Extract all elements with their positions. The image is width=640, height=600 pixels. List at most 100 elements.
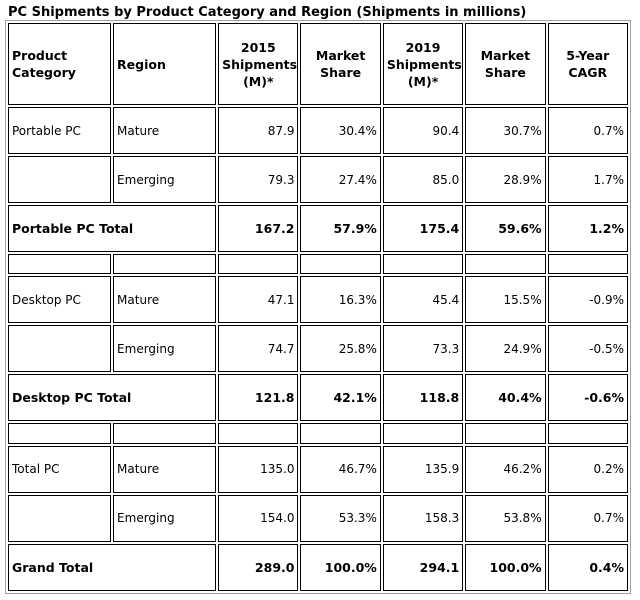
cell-2015-shipments: 87.9 bbox=[218, 107, 299, 154]
cell-2019-shipments: 158.3 bbox=[382, 494, 464, 542]
total-row: Portable PC Total 167.2 57.9% 175.4 59.6% 1.2… bbox=[8, 205, 628, 252]
header-line: Shipments bbox=[222, 56, 298, 72]
header-line: Product bbox=[12, 48, 68, 63]
cell-2019-market-share: 59.6% bbox=[465, 205, 546, 252]
cell-2015-shipments: 74.7 bbox=[218, 325, 299, 373]
cell-2019-shipments: 85.0 bbox=[382, 156, 464, 203]
table-row: Portable PC Mature 87.9 30.4% 90.4 30.7% 0.7% bbox=[8, 107, 628, 154]
spacer-cell bbox=[300, 423, 381, 444]
cell-region: Emerging bbox=[113, 325, 217, 373]
cell-5-year-cagr: 0.4% bbox=[547, 543, 628, 591]
header-2015-shipments: 2015 Shipments (M)* bbox=[218, 23, 299, 105]
spacer-cell bbox=[465, 423, 546, 444]
cell-2015-shipments: 47.1 bbox=[218, 276, 299, 324]
header-line: (M)* bbox=[243, 73, 274, 89]
header-2019-market-share: Market Share bbox=[465, 23, 546, 105]
spacer-cell bbox=[218, 254, 299, 275]
cell-product-category bbox=[8, 325, 112, 373]
table-row: Total PC Mature 135.0 46.7% 135.9 46.2% 0.2% bbox=[8, 445, 628, 493]
cell-2019-shipments: 135.9 bbox=[382, 445, 464, 493]
header-line: 2019 bbox=[405, 39, 441, 55]
cell-5-year-cagr: 0.2% bbox=[547, 445, 628, 493]
table-row: Desktop PC Mature 47.1 16.3% 45.4 15.5% -0.9% bbox=[8, 276, 628, 324]
total-label-cell: Desktop PC Total bbox=[8, 374, 217, 422]
cell-2019-market-share: 46.2% bbox=[465, 445, 546, 493]
header-line: Category bbox=[12, 65, 76, 80]
cell-region: Mature bbox=[113, 107, 217, 154]
header-line: (M)* bbox=[407, 73, 439, 89]
cell-2015-market-share: 30.4% bbox=[300, 107, 381, 154]
header-line: Shipments bbox=[386, 56, 462, 72]
spacer-cell bbox=[382, 254, 464, 275]
header-line: Market bbox=[480, 48, 531, 63]
cell-2019-market-share: 24.9% bbox=[465, 325, 546, 373]
cell-2019-market-share: 53.8% bbox=[465, 494, 546, 542]
cell-5-year-cagr: -0.6% bbox=[547, 374, 628, 422]
header-line: Share bbox=[320, 65, 362, 80]
cell-5-year-cagr: 1.7% bbox=[547, 156, 628, 203]
header-line: Region bbox=[117, 56, 166, 72]
cell-region: Mature bbox=[113, 276, 217, 324]
cell-2015-shipments: 167.2 bbox=[218, 205, 299, 252]
spacer-cell bbox=[547, 254, 628, 275]
cell-5-year-cagr: -0.5% bbox=[547, 325, 628, 373]
header-line: Market bbox=[315, 48, 366, 63]
cell-2015-market-share: 100.0% bbox=[300, 543, 381, 591]
cell-2015-shipments: 154.0 bbox=[218, 494, 299, 542]
total-label-cell: Portable PC Total bbox=[8, 205, 217, 252]
cell-2019-market-share: 30.7% bbox=[465, 107, 546, 154]
cell-2019-shipments: 118.8 bbox=[382, 374, 464, 422]
table-row: Emerging 74.7 25.8% 73.3 24.9% -0.5% bbox=[8, 325, 628, 373]
cell-5-year-cagr: -0.9% bbox=[547, 276, 628, 324]
spacer-cell bbox=[218, 423, 299, 444]
header-line: CAGR bbox=[568, 65, 608, 80]
total-row: Desktop PC Total 121.8 42.1% 118.8 40.4% -0.6… bbox=[8, 374, 628, 422]
cell-product-category: Total PC bbox=[8, 445, 112, 493]
total-row: Grand Total 289.0 100.0% 294.1 100.0% 0.4% bbox=[8, 543, 628, 591]
cell-product-category: Portable PC bbox=[8, 107, 112, 154]
cell-region: Emerging bbox=[113, 494, 217, 542]
cell-2015-shipments: 135.0 bbox=[218, 445, 299, 493]
shipments-table: Product Category Region 2015 Shipments (… bbox=[5, 20, 631, 594]
header-row: Product Category Region 2015 Shipments (… bbox=[8, 23, 628, 105]
cell-2019-market-share: 100.0% bbox=[465, 543, 546, 591]
cell-2019-shipments: 175.4 bbox=[382, 205, 464, 252]
header-region: Region bbox=[113, 23, 217, 105]
cell-product-category: Desktop PC bbox=[8, 276, 112, 324]
spacer-cell bbox=[382, 423, 464, 444]
cell-region: Emerging bbox=[113, 156, 217, 203]
cell-product-category bbox=[8, 156, 112, 203]
cell-2015-market-share: 46.7% bbox=[300, 445, 381, 493]
table-row: Emerging 154.0 53.3% 158.3 53.8% 0.7% bbox=[8, 494, 628, 542]
cell-2015-market-share: 53.3% bbox=[300, 494, 381, 542]
cell-5-year-cagr: 1.2% bbox=[547, 205, 628, 252]
header-line: 2015 bbox=[240, 39, 276, 55]
spacer-cell bbox=[113, 254, 217, 275]
cell-5-year-cagr: 0.7% bbox=[547, 107, 628, 154]
cell-2015-market-share: 16.3% bbox=[300, 276, 381, 324]
header-2019-shipments: 2019 Shipments (M)* bbox=[382, 23, 464, 105]
cell-region: Mature bbox=[113, 445, 217, 493]
cell-2015-shipments: 121.8 bbox=[218, 374, 299, 422]
cell-2015-shipments: 289.0 bbox=[218, 543, 299, 591]
cell-2015-shipments: 79.3 bbox=[218, 156, 299, 203]
table-body: Portable PC Mature 87.9 30.4% 90.4 30.7% 0.7% E… bbox=[8, 107, 628, 591]
cell-product-category bbox=[8, 494, 112, 542]
spacer-row bbox=[8, 423, 628, 444]
cell-2015-market-share: 25.8% bbox=[300, 325, 381, 373]
spacer-cell bbox=[547, 423, 628, 444]
cell-2019-market-share: 15.5% bbox=[465, 276, 546, 324]
spacer-cell bbox=[8, 423, 112, 444]
spacer-row bbox=[8, 254, 628, 275]
table-row: Emerging 79.3 27.4% 85.0 28.9% 1.7% bbox=[8, 156, 628, 203]
spacer-cell bbox=[113, 423, 217, 444]
cell-2019-shipments: 294.1 bbox=[382, 543, 464, 591]
cell-2015-market-share: 57.9% bbox=[300, 205, 381, 252]
cell-2019-market-share: 28.9% bbox=[465, 156, 546, 203]
cell-2015-market-share: 42.1% bbox=[300, 374, 381, 422]
cell-2019-shipments: 90.4 bbox=[382, 107, 464, 154]
cell-2019-market-share: 40.4% bbox=[465, 374, 546, 422]
table-title: PC Shipments by Product Category and Reg… bbox=[8, 5, 527, 20]
cell-5-year-cagr: 0.7% bbox=[547, 494, 628, 542]
total-label-cell: Grand Total bbox=[8, 543, 217, 591]
